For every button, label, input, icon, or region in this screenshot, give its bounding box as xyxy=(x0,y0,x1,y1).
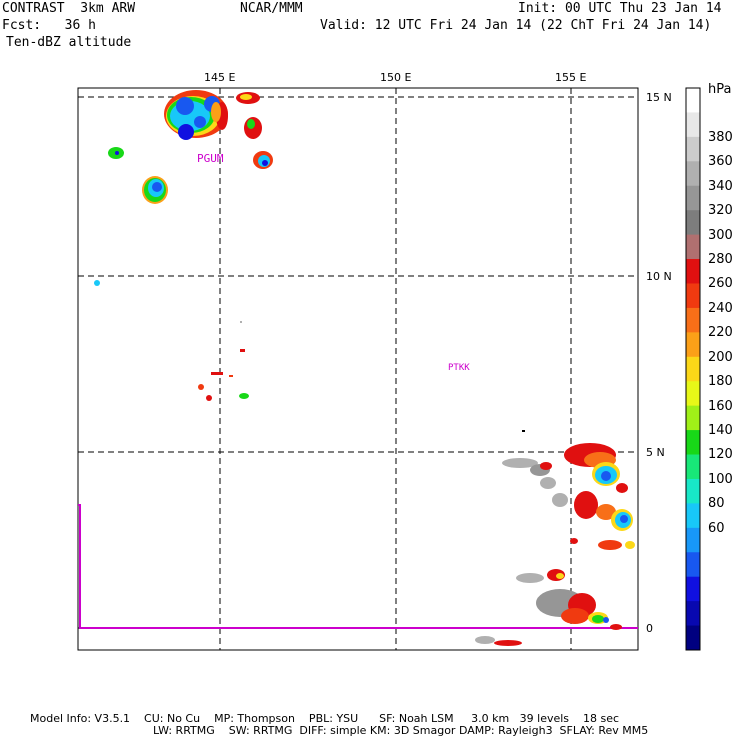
colorbar-swatch xyxy=(686,210,700,236)
colorbar-swatch xyxy=(686,234,700,260)
station-label-pgum: PGUM xyxy=(197,152,224,165)
colorbar-swatch xyxy=(686,454,700,480)
colorbar-label: 260 xyxy=(708,276,733,292)
colorbar-label: 360 xyxy=(708,154,733,170)
lat-label-10n: 10 N xyxy=(646,270,672,283)
colorbar-swatch xyxy=(686,552,700,578)
colorbar-swatch xyxy=(686,307,700,333)
colorbar-swatch xyxy=(686,527,700,553)
colorbar-swatch xyxy=(686,185,700,211)
lon-label-145: 145 E xyxy=(204,71,236,84)
colorbar-swatch xyxy=(686,332,700,358)
colorbar-label: 160 xyxy=(708,398,733,414)
colorbar-swatch xyxy=(686,136,700,162)
colorbar-label: 120 xyxy=(708,447,733,463)
colorbar-label: 220 xyxy=(708,325,733,341)
center-label: NCAR/MMM xyxy=(240,1,303,16)
colorbar-unit: hPa xyxy=(708,82,732,97)
colorbar-label: 200 xyxy=(708,349,733,365)
colorbar-swatch xyxy=(686,161,700,187)
lat-label-15n: 15 N xyxy=(646,91,672,104)
domain-boundary xyxy=(78,504,638,629)
model-title: CONTRAST 3km ARW xyxy=(2,1,136,16)
colorbar-label: 100 xyxy=(708,471,733,487)
colorbar xyxy=(685,87,701,651)
colorbar-label: 300 xyxy=(708,227,733,243)
colorbar-frame xyxy=(685,87,701,651)
colorbar-swatch xyxy=(686,625,700,651)
echo-scattered-cells xyxy=(198,321,525,432)
colorbar-label: 280 xyxy=(708,251,733,267)
colorbar-swatch xyxy=(686,356,700,382)
colorbar-label: 180 xyxy=(708,374,733,390)
echo-cluster-guam xyxy=(94,90,273,286)
lon-label-150: 150 E xyxy=(380,71,412,84)
colorbar-swatch xyxy=(686,430,700,456)
colorbar-label: 340 xyxy=(708,178,733,194)
physics-info: LW: RRTMG SW: RRTMG DIFF: simple KM: 3D … xyxy=(153,724,649,737)
colorbar-label: 380 xyxy=(708,129,733,145)
model-info: Model Info: V3.5.1 CU: No Cu MP: Thompso… xyxy=(30,712,620,725)
colorbar-label: 140 xyxy=(708,422,733,438)
lat-label-0: 0 xyxy=(646,622,653,635)
forecast-hour: Fcst: 36 h xyxy=(2,18,96,33)
init-time: Init: 00 UTC Thu 23 Jan 14 xyxy=(518,1,722,16)
field-name: Ten-dBZ altitude xyxy=(6,35,132,50)
station-label-ptkk: PTKK xyxy=(448,363,470,373)
echo-cluster-southeast xyxy=(475,443,635,646)
colorbar-swatch xyxy=(686,503,700,529)
colorbar-label: 80 xyxy=(708,496,725,512)
map-frame xyxy=(77,87,639,651)
lat-lon-grid xyxy=(78,88,638,650)
lat-label-5n: 5 N xyxy=(646,446,665,459)
colorbar-label: 240 xyxy=(708,300,733,316)
colorbar-swatch xyxy=(686,283,700,309)
colorbar-label: 320 xyxy=(708,203,733,219)
colorbar-swatch xyxy=(686,576,700,602)
colorbar-swatch xyxy=(686,112,700,138)
colorbar-swatch xyxy=(686,478,700,504)
colorbar-swatch xyxy=(686,88,700,113)
colorbar-swatch xyxy=(686,405,700,431)
valid-time: Valid: 12 UTC Fri 24 Jan 14 (22 ChT Fri … xyxy=(320,18,712,33)
colorbar-swatch xyxy=(686,381,700,407)
colorbar-swatch xyxy=(686,601,700,627)
colorbar-label: 60 xyxy=(708,520,725,536)
lon-label-155: 155 E xyxy=(555,71,587,84)
colorbar-swatch xyxy=(686,259,700,284)
